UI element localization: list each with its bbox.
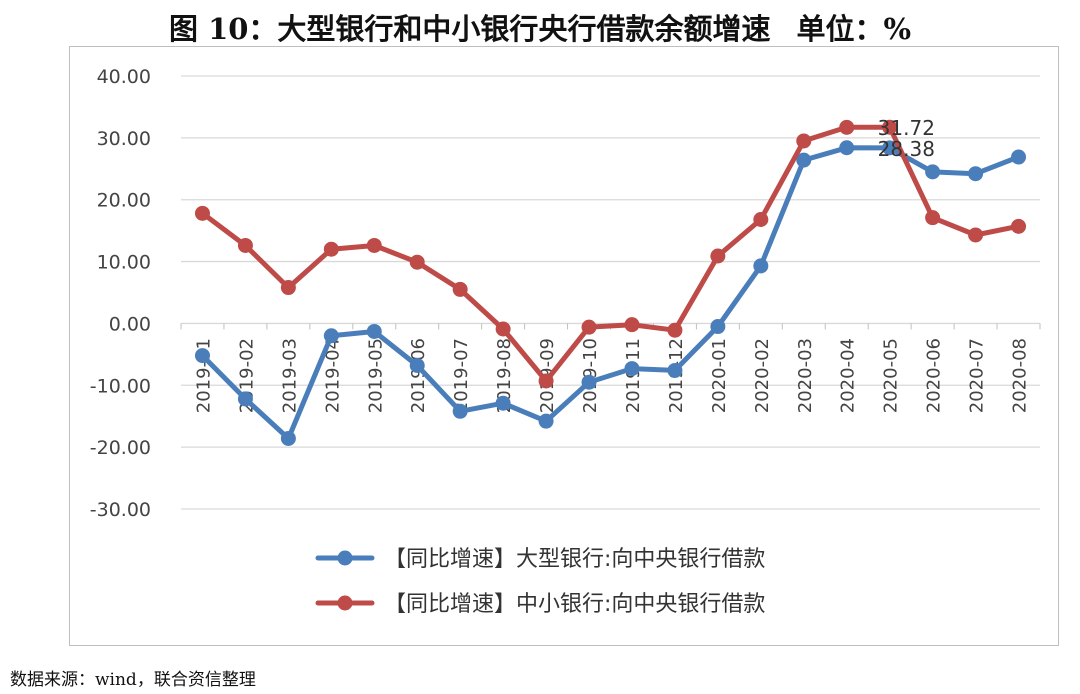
x-tick-label: 2020-06: [924, 338, 945, 413]
data-point: [280, 280, 296, 296]
x-tick-label: 2019-03: [279, 338, 300, 413]
x-tick-label: 2019-05: [365, 338, 386, 413]
legend-marker: [337, 595, 353, 611]
data-point: [280, 430, 296, 446]
x-tick-label: 2019-06: [408, 338, 429, 413]
y-tick-label: 40.00: [97, 66, 151, 88]
chart-title: 图 10：大型银行和中小银行央行借款余额增速 单位：%: [0, 6, 1080, 48]
data-label: 28.38: [878, 137, 935, 161]
source-note: 数据来源：wind，联合资信整理: [10, 670, 256, 690]
legend-label: 【同比增速】中小银行:向中央银行借款: [384, 592, 765, 617]
x-tick-label: 2020-01: [709, 338, 730, 413]
data-point: [968, 227, 984, 243]
data-point: [839, 140, 855, 156]
data-point: [409, 254, 425, 270]
data-point: [710, 319, 726, 335]
data-point: [237, 237, 253, 253]
y-tick-label: 10.00: [97, 252, 151, 274]
data-point: [581, 374, 597, 390]
data-point: [753, 212, 769, 228]
x-tick-label: 2019-08: [494, 338, 515, 413]
x-tick-label: 2020-05: [881, 338, 902, 413]
y-tick-label: -10.00: [90, 375, 151, 397]
data-point: [667, 362, 683, 378]
y-tick-label: -30.00: [90, 499, 151, 521]
data-point: [581, 319, 597, 335]
data-point: [667, 322, 683, 338]
title-text: 图 10：大型银行和中小银行央行借款余额增速: [168, 12, 771, 46]
x-tick-label: 2020-03: [795, 338, 816, 413]
data-point: [452, 281, 468, 297]
x-tick-label: 2019-07: [451, 338, 472, 413]
data-point: [495, 395, 511, 411]
data-point: [796, 133, 812, 149]
legend-label: 【同比增速】大型银行:向中央银行借款: [384, 547, 765, 572]
x-tick-label: 2020-02: [752, 338, 773, 413]
data-point: [452, 403, 468, 419]
data-point: [495, 321, 511, 337]
data-point: [366, 323, 382, 339]
data-point: [925, 164, 941, 180]
x-tick-label: 2020-04: [838, 338, 859, 413]
data-point: [1011, 218, 1027, 234]
data-point: [194, 205, 210, 221]
y-tick-label: -20.00: [90, 437, 151, 459]
x-tick-label: 2020-07: [967, 338, 988, 413]
legend-marker: [337, 550, 353, 566]
data-point: [624, 361, 640, 377]
data-point: [968, 166, 984, 182]
x-tick-label: 2019-04: [322, 338, 343, 413]
data-point: [925, 210, 941, 226]
data-point: [323, 328, 339, 344]
x-tick-label: 2020-08: [1010, 338, 1031, 413]
y-tick-label: 20.00: [97, 190, 151, 212]
data-point: [237, 391, 253, 407]
data-point: [323, 241, 339, 257]
data-point: [796, 152, 812, 168]
data-point: [710, 248, 726, 264]
y-tick-label: 30.00: [97, 128, 151, 150]
data-point: [366, 237, 382, 253]
data-label: 31.72: [878, 116, 935, 140]
data-point: [409, 357, 425, 373]
data-point: [1011, 149, 1027, 165]
y-tick-label: 0.00: [109, 313, 151, 335]
data-point: [839, 119, 855, 135]
data-point: [624, 317, 640, 333]
data-point: [538, 373, 554, 389]
unit-label: 单位：%: [796, 12, 912, 46]
data-point: [882, 119, 898, 135]
data-point: [194, 348, 210, 364]
data-point: [538, 413, 554, 429]
data-point: [753, 258, 769, 274]
data-point: [882, 140, 898, 156]
